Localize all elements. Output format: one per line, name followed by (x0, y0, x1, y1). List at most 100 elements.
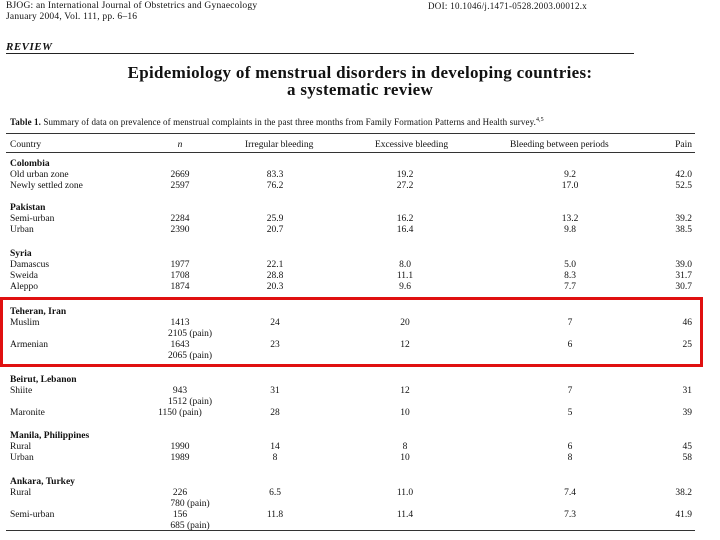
cell-between: 6 (567, 442, 573, 452)
cell-n: 1150 (pain) (158, 408, 202, 418)
cell-pain: 46 (682, 318, 693, 328)
cell-between: 9.2 (564, 170, 576, 180)
cell-irregular: 28 (270, 408, 280, 418)
cell-n: 1708 (170, 271, 190, 281)
row-label: Aleppo (10, 282, 38, 292)
cell-n-pain: 2065 (pain) (167, 351, 213, 361)
cell-pain: 30.7 (675, 282, 692, 292)
group-heading: Ankara, Turkey (10, 477, 75, 487)
cell-n: 1977 (170, 260, 190, 270)
cell-excessive: 12 (400, 386, 410, 396)
journal-name: BJOG: an International Journal of Obstet… (6, 1, 258, 11)
group-heading: Pakistan (10, 203, 46, 213)
article-title: Epidemiology of menstrual disorders in d… (0, 64, 720, 98)
header-n: n (177, 140, 183, 150)
cell-between: 7.4 (564, 488, 576, 498)
caption-text: Summary of data on prevalence of menstru… (43, 117, 536, 127)
group-heading: Beirut, Lebanon (10, 375, 77, 385)
cell-between: 8.3 (564, 271, 576, 281)
cell-between: 7.7 (564, 282, 576, 292)
cell-between: 7 (567, 386, 573, 396)
cell-irregular: 20.7 (266, 225, 284, 235)
header-pain: Pain (675, 140, 692, 150)
row-label: Rural (10, 488, 32, 498)
cell-pain: 38.2 (675, 488, 692, 498)
row-label: Old urban zone (10, 170, 69, 180)
cell-pain: 31 (682, 386, 693, 396)
cell-between: 5 (567, 408, 573, 418)
row-label: Urban (10, 453, 34, 463)
cell-excessive: 27.2 (396, 181, 414, 191)
section-label: REVIEW (6, 41, 53, 53)
cell-n: 1989 (170, 453, 190, 463)
cell-excessive: 8 (402, 442, 408, 452)
cell-pain: 39.2 (675, 214, 692, 224)
cell-between: 5.0 (564, 260, 576, 270)
header-between: Bleeding between periods (510, 140, 609, 150)
caption-ref: 4,5 (535, 117, 544, 123)
cell-irregular: 31 (270, 386, 280, 396)
cell-n: 1990 (170, 442, 190, 452)
title-line-1: Epidemiology of menstrual disorders in d… (127, 63, 593, 82)
cell-pain: 41.9 (675, 510, 692, 520)
cell-irregular: 83.3 (266, 170, 284, 180)
cell-pain: 42.0 (675, 170, 692, 180)
doi: DOI: 10.1046/j.1471-0528.2003.00012.x (428, 1, 588, 11)
cell-excessive: 10 (400, 408, 410, 418)
cell-n: 2390 (170, 225, 190, 235)
cell-excessive: 16.2 (396, 214, 414, 224)
cell-between: 7.3 (564, 510, 576, 520)
row-label: Rural (10, 442, 32, 452)
journal-issue: January 2004, Vol. 111, pp. 6–16 (6, 12, 138, 22)
cell-pain: 52.5 (675, 181, 692, 191)
divider (6, 53, 634, 54)
journal-header: BJOG: an International Journal of Obstet… (6, 1, 257, 23)
cell-n-pain: 685 (pain) (170, 521, 210, 531)
cell-pain: 58 (682, 453, 693, 463)
cell-excessive: 10 (400, 453, 410, 463)
row-label: Maronite (10, 408, 45, 418)
cell-n-pain: 1512 (pain) (167, 397, 213, 407)
cell-pain: 25 (682, 340, 693, 350)
cell-irregular: 20.3 (266, 282, 284, 292)
table-bottom-rule (6, 530, 695, 531)
cell-pain: 38.5 (675, 225, 692, 235)
cell-n: 226 (172, 488, 188, 498)
cell-n: 2284 (170, 214, 190, 224)
cell-n: 1643 (170, 340, 190, 350)
row-label: Sweida (10, 271, 38, 281)
header-irregular: Irregular bleeding (245, 140, 314, 150)
table-top-rule (6, 133, 695, 134)
table-header-rule (6, 152, 695, 153)
cell-between: 8 (567, 453, 573, 463)
cell-irregular: 6.5 (269, 488, 281, 498)
row-label: Newly settled zone (10, 181, 83, 191)
cell-excessive: 11.4 (396, 510, 414, 520)
header-country: Country (10, 140, 42, 150)
cell-irregular: 23 (270, 340, 280, 350)
group-heading: Syria (10, 249, 32, 259)
row-label: Semi-urban (10, 510, 55, 520)
cell-irregular: 8 (272, 453, 278, 463)
cell-n-pain: 780 (pain) (170, 499, 210, 509)
cell-between: 7 (567, 318, 573, 328)
cell-irregular: 11.8 (266, 510, 284, 520)
cell-n: 2597 (170, 181, 190, 191)
cell-irregular: 24 (270, 318, 280, 328)
row-label: Semi-urban (10, 214, 55, 224)
cell-between: 17.0 (561, 181, 579, 191)
cell-pain: 39 (682, 408, 693, 418)
cell-excessive: 12 (400, 340, 410, 350)
table-number: Table 1. (10, 117, 41, 127)
cell-between: 6 (567, 340, 573, 350)
table-caption: Table 1. Summary of data on prevalence o… (10, 117, 544, 127)
cell-excessive: 11.1 (396, 271, 414, 281)
row-label: Urban (10, 225, 34, 235)
group-heading: Manila, Philippines (10, 431, 90, 441)
cell-pain: 31.7 (675, 271, 692, 281)
row-label: Damascus (10, 260, 50, 270)
group-heading: Colombia (10, 159, 50, 169)
header-excessive: Excessive bleeding (375, 140, 449, 150)
cell-irregular: 22.1 (266, 260, 284, 270)
cell-n: 1874 (170, 282, 190, 292)
